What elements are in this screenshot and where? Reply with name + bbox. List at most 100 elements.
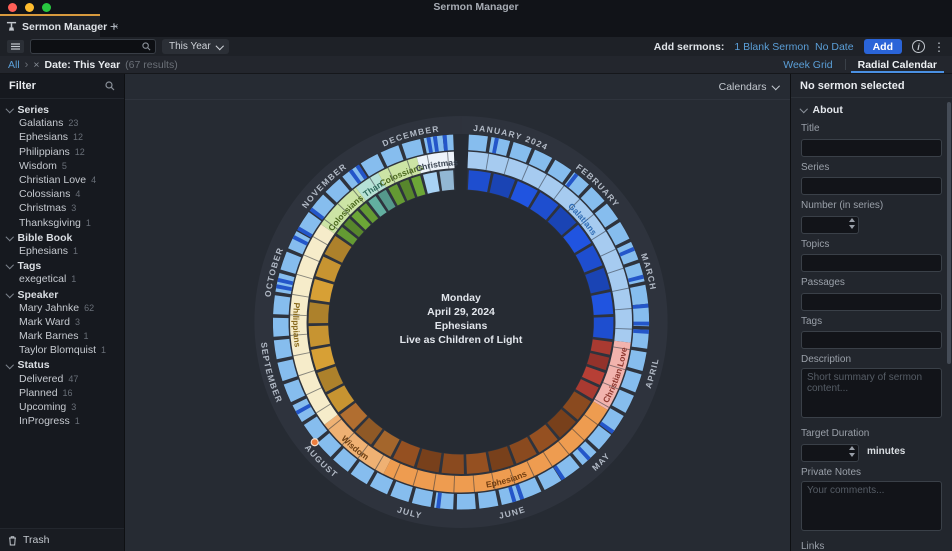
new-tab-button[interactable]: +: [109, 17, 119, 34]
field-row-links: Links+ Add link: [801, 541, 942, 551]
filter-item-mark-ward[interactable]: Mark Ward 3: [0, 316, 124, 330]
toolbar: This Year Add sermons: 1 Blank Sermon No…: [0, 37, 952, 56]
filter-item-exegetical[interactable]: exegetical 1: [0, 273, 124, 287]
field-label: Description: [801, 354, 852, 365]
filter-item-count: 1: [73, 245, 79, 256]
number-in-series-stepper[interactable]: [801, 215, 859, 234]
title-input[interactable]: [801, 138, 942, 157]
date-range-dropdown[interactable]: This Year: [162, 39, 230, 54]
trash-button[interactable]: Trash: [0, 528, 124, 551]
filter-item-christmas[interactable]: Christmas 3: [0, 202, 124, 216]
filter-item-ephesians[interactable]: Ephesians 1: [0, 245, 124, 259]
menu-button[interactable]: [7, 40, 24, 53]
center-label: Monday April 29, 2024 Ephesians Live as Chi…: [400, 292, 523, 346]
filter-item-count: 23: [68, 118, 79, 129]
filter-item-count: 4: [91, 174, 97, 185]
field-label: Tags: [801, 315, 823, 327]
tab-strip: Sermon Manager × +: [0, 14, 952, 37]
search-input[interactable]: [35, 41, 142, 52]
filter-item-wisdom[interactable]: Wisdom 5: [0, 160, 124, 174]
week-ring[interactable]: [272, 134, 650, 510]
filter-group-status[interactable]: Status: [0, 358, 124, 372]
filter-item-taylor-blomquist[interactable]: Taylor Blomquist 1: [0, 344, 124, 358]
no-date-link[interactable]: No Date: [815, 40, 854, 53]
field-label: Topics: [801, 238, 830, 250]
section-header-about[interactable]: About: [799, 99, 942, 121]
filter-item-mark-barnes[interactable]: Mark Barnes 1: [0, 330, 124, 344]
field-row-number-in-series: Number (in series): [801, 200, 942, 234]
stepper-arrows-icon[interactable]: [849, 446, 855, 457]
main-area: Calendars Galatians Christian Love Ephesia…: [125, 74, 790, 551]
filter-sidebar: Filter Series Galatians 23 Ephesians 12 Phili…: [0, 74, 125, 551]
breadcrumb-filter: Date: This Year: [44, 58, 121, 71]
sermon-ring[interactable]: [308, 170, 614, 474]
sermon-inspector: No sermon selected About Title Series Numbe…: [790, 74, 952, 551]
stepper-arrows-icon[interactable]: [849, 218, 855, 229]
chevron-down-icon: [215, 41, 224, 50]
blank-sermon-link[interactable]: 1 Blank Sermon: [734, 40, 810, 53]
filter-item-galatians[interactable]: Galatians 23: [0, 117, 124, 131]
close-window-button[interactable]: [8, 3, 17, 12]
filter-item-label: Christian Love: [19, 173, 87, 186]
series-input[interactable]: [801, 177, 942, 195]
filter-tree: Series Galatians 23 Ephesians 12 Philippians 1…: [0, 99, 124, 528]
filter-item-thanksgiving[interactable]: Thanksgiving 1: [0, 217, 124, 231]
filter-item-colossians[interactable]: Colossians 4: [0, 188, 124, 202]
field-row-passages: Passages: [801, 277, 942, 311]
filter-item-ephesians[interactable]: Ephesians 12: [0, 131, 124, 145]
filter-group-series[interactable]: Series: [0, 103, 124, 117]
filter-item-christian-love[interactable]: Christian Love 4: [0, 174, 124, 188]
calendars-dropdown[interactable]: Calendars: [125, 74, 790, 100]
filter-search-icon[interactable]: [105, 81, 115, 91]
filter-item-count: 62: [84, 302, 95, 313]
topics-input[interactable]: [801, 254, 942, 272]
add-button[interactable]: Add: [863, 39, 902, 54]
filter-item-inprogress[interactable]: InProgress 1: [0, 415, 124, 429]
filter-item-label: Planned: [19, 386, 58, 399]
filter-item-label: Mary Jahnke: [19, 301, 80, 314]
view-radial-calendar[interactable]: Radial Calendar: [851, 56, 944, 73]
filter-item-delivered[interactable]: Delivered 47: [0, 373, 124, 387]
filter-item-label: Taylor Blomquist: [19, 344, 97, 357]
filter-item-mary-jahnke[interactable]: Mary Jahnke 62: [0, 302, 124, 316]
filter-item-planned[interactable]: Planned 16: [0, 387, 124, 401]
remove-filter-icon[interactable]: ×: [33, 58, 40, 71]
filter-item-philippians[interactable]: Philippians 12: [0, 146, 124, 160]
more-menu-icon[interactable]: ⋮: [933, 39, 945, 54]
filter-group-bible-book[interactable]: Bible Book: [0, 231, 124, 245]
filter-group-tags[interactable]: Tags: [0, 259, 124, 273]
tab-sermon-manager[interactable]: Sermon Manager ×: [0, 14, 119, 37]
passages-input[interactable]: [801, 292, 942, 311]
filter-item-label: Ephesians: [19, 244, 69, 257]
filter-item-label: Delivered: [19, 372, 64, 385]
trash-label: Trash: [23, 534, 50, 546]
radial-calendar-chart[interactable]: Galatians Christian Love Ephesians Wisdom Ph…: [125, 100, 790, 551]
lectern-icon: [6, 21, 17, 32]
field-label: Number (in series): [801, 200, 884, 211]
tab-close-icon[interactable]: ×: [112, 20, 119, 33]
zoom-window-button[interactable]: [42, 3, 51, 12]
minimize-window-button[interactable]: [25, 3, 34, 12]
add-sermons-label: Add sermons:: [653, 40, 725, 53]
filter-group-speaker[interactable]: Speaker: [0, 287, 124, 301]
description-textarea[interactable]: [801, 368, 942, 418]
target-duration-stepper[interactable]: [801, 443, 859, 462]
filter-item-label: Philippians: [19, 145, 70, 158]
search-field[interactable]: [30, 39, 156, 54]
private-notes-textarea[interactable]: [801, 480, 942, 531]
info-icon[interactable]: i: [912, 40, 925, 53]
filter-group-label: Tags: [17, 260, 42, 273]
filter-item-count: 1: [71, 274, 77, 285]
tags-input[interactable]: [801, 331, 942, 349]
filter-item-count: 3: [71, 401, 77, 412]
inspector-scrollbar[interactable]: [947, 102, 951, 364]
filter-item-upcoming[interactable]: Upcoming 3: [0, 401, 124, 415]
today-marker[interactable]: [310, 438, 319, 447]
filter-item-count: 12: [74, 146, 85, 157]
chevron-down-icon: [5, 105, 14, 113]
chevron-down-icon: [799, 105, 808, 113]
breadcrumb-all[interactable]: All: [8, 58, 20, 71]
view-week-grid[interactable]: Week Grid: [783, 58, 833, 71]
event-ticks: [276, 135, 650, 509]
field-suffix: minutes: [867, 446, 906, 458]
